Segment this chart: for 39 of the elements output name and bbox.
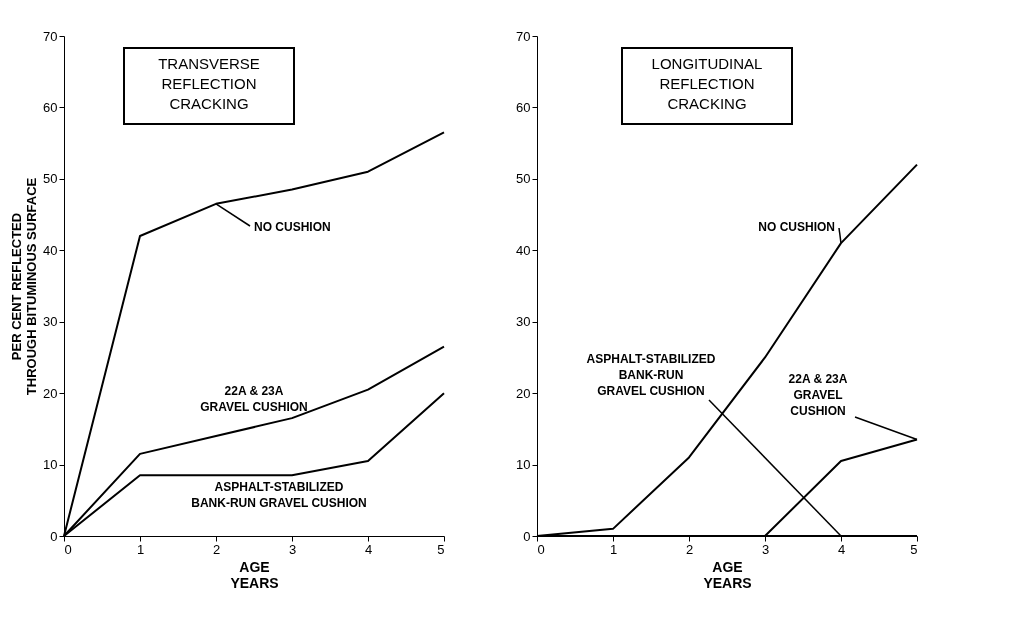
x-tick-label: 2	[685, 541, 694, 557]
text: ASPHALT-STABILIZED BANK-RUN GRAVEL CUSHION	[586, 352, 716, 398]
y-tick-label: 50	[43, 171, 58, 187]
x-tick-label: 5	[910, 541, 918, 557]
x-tick-label: 4	[364, 541, 373, 557]
y-tick-label: 60	[43, 99, 58, 115]
y-tick-label: 20	[516, 385, 531, 401]
series-label: 22A & 23A GRAVEL CUSHION	[200, 384, 308, 414]
x-axis-title: AGE YEARS	[703, 558, 752, 591]
y-tick-label: 50	[516, 171, 531, 187]
x-tick-label: 2	[212, 541, 221, 557]
y-tick-label: 30	[516, 314, 531, 330]
x-tick-label: 5	[437, 541, 445, 557]
series-label: ASPHALT-STABILIZED BANK-RUN GRAVEL CUSHION	[191, 480, 367, 510]
y-tick-label: 40	[516, 242, 531, 258]
y-tick-label: 0	[50, 528, 58, 544]
series-label: NO CUSHION	[758, 220, 835, 234]
y-tick-label: 40	[43, 242, 58, 258]
y-axis-title: PER CENT REFLECTED THROUGH BITUMINOUS SURFACE	[9, 177, 40, 396]
x-axis-title: AGE YEARS	[230, 558, 279, 591]
y-tick-label: 10	[516, 457, 531, 473]
y-tick-label: 0	[523, 528, 531, 544]
text: LONGITUDINAL REFLECTION CRACKING	[651, 55, 763, 112]
y-tick-label: 30	[43, 314, 58, 330]
x-tick-label: 4	[837, 541, 846, 557]
y-tick-label: 20	[43, 385, 58, 401]
x-tick-label: 0	[64, 541, 72, 557]
y-tick-label: 60	[516, 99, 531, 115]
x-tick-label: 1	[609, 541, 618, 557]
y-tick-label: 70	[43, 28, 58, 44]
text: 22A & 23A GRAVEL CUSHION	[788, 372, 848, 418]
x-tick-label: 0	[537, 541, 545, 557]
y-tick-label: 70	[516, 28, 531, 44]
x-tick-label: 3	[288, 541, 297, 557]
y-tick-label: 10	[43, 457, 58, 473]
x-tick-label: 1	[136, 541, 145, 557]
series-label: NO CUSHION	[254, 220, 331, 234]
x-tick-label: 3	[761, 541, 770, 557]
text: TRANSVERSE REFLECTION CRACKING	[158, 55, 260, 112]
